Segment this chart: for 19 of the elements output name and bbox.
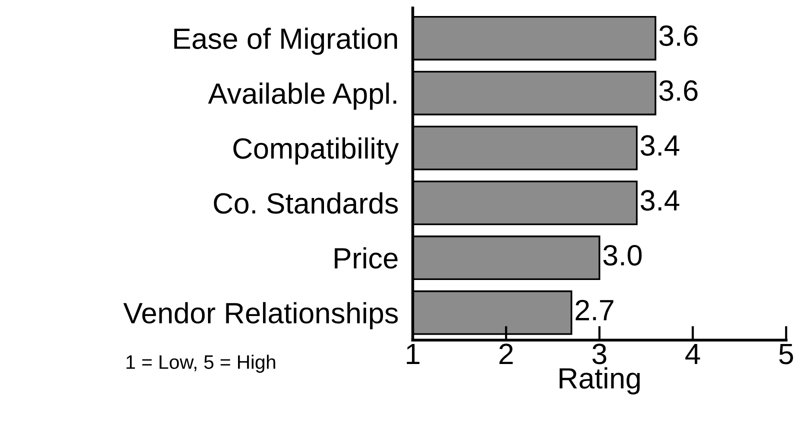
- x-tick-label: 3: [592, 344, 606, 364]
- y-tick-label: Vendor Relationships: [123, 302, 398, 330]
- x-axis-title: Rating: [560, 367, 640, 394]
- y-tick-label: Co. Standards: [214, 192, 398, 214]
- y-tick-label: Price: [334, 247, 398, 269]
- data-label: 3.4: [640, 190, 680, 211]
- data-label: 3.6: [659, 25, 698, 46]
- data-label: 3.6: [659, 80, 698, 101]
- text: 1 = Low, 5 = High: [126, 354, 276, 373]
- data-label: 3.4: [640, 135, 680, 156]
- y-tick-label: Available Appl.: [208, 82, 396, 110]
- x-tick-label: 4: [685, 344, 700, 364]
- y-tick-label: Compatibility: [233, 137, 399, 165]
- data-label: 3.0: [603, 244, 642, 266]
- x-tick-label: 1: [406, 344, 420, 364]
- x-tick-label: 2: [499, 344, 513, 364]
- x-tick-label: 5: [779, 344, 794, 364]
- y-tick-label: Ease of Migration: [174, 28, 397, 55]
- data-label: 2.7: [576, 300, 614, 320]
